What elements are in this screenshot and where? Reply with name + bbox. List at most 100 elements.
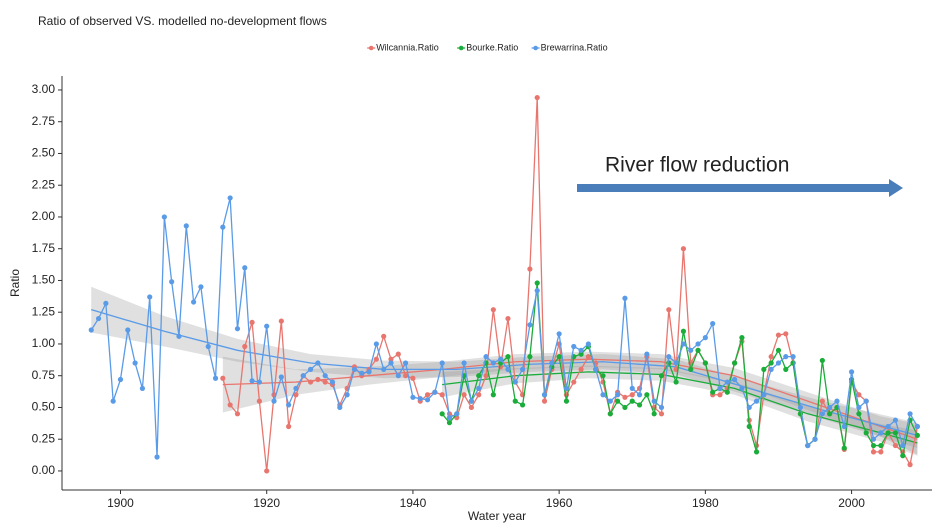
- data-point: [688, 347, 694, 353]
- data-point: [907, 462, 913, 468]
- data-point: [198, 284, 204, 290]
- y-tick-label: 2.25: [32, 177, 56, 191]
- arrow-head: [889, 179, 903, 197]
- x-tick-label: 1960: [546, 496, 573, 510]
- data-point: [483, 373, 489, 379]
- data-point: [366, 369, 372, 375]
- x-tick-label: 1980: [692, 496, 719, 510]
- data-point: [212, 375, 219, 381]
- data-point: [264, 468, 270, 474]
- data-point: [234, 411, 241, 417]
- data-point: [242, 343, 248, 350]
- data-point: [768, 366, 774, 372]
- data-point: [724, 379, 730, 385]
- y-tick-label: 1.50: [32, 273, 56, 287]
- data-point: [373, 356, 379, 362]
- data-point: [293, 392, 299, 398]
- data-point: [812, 436, 818, 442]
- data-point: [819, 398, 825, 404]
- legend-swatch: [368, 45, 374, 51]
- y-tick-label: 1.25: [32, 304, 56, 318]
- data-point: [914, 432, 920, 438]
- data-point: [147, 294, 153, 300]
- data-point: [563, 398, 570, 404]
- data-point: [117, 376, 124, 383]
- data-point: [892, 430, 899, 436]
- y-tick-label: 0.50: [32, 400, 56, 414]
- data-point: [556, 354, 562, 360]
- data-point: [381, 333, 387, 339]
- data-point: [556, 331, 562, 337]
- annotation: River flow reduction: [605, 154, 789, 177]
- data-point: [454, 411, 460, 417]
- legend-label: Wilcannia.Ratio: [376, 42, 439, 52]
- data-point: [629, 385, 635, 392]
- data-point: [607, 398, 613, 404]
- data-point: [476, 392, 482, 398]
- chart-title: Ratio of observed VS. modelled no-develo…: [38, 14, 327, 28]
- data-point: [636, 392, 643, 398]
- data-point: [132, 360, 138, 366]
- data-point: [571, 379, 577, 385]
- data-point: [856, 404, 862, 411]
- data-point: [169, 279, 175, 285]
- data-point: [249, 319, 255, 325]
- data-point: [914, 423, 920, 430]
- data-point: [739, 335, 745, 341]
- data-point: [658, 373, 665, 379]
- data-point: [578, 366, 584, 372]
- data-point: [88, 327, 94, 333]
- data-point: [490, 307, 496, 313]
- data-point: [381, 366, 387, 372]
- data-point: [753, 449, 760, 455]
- y-tick-label: 3.00: [32, 82, 56, 96]
- data-point: [578, 351, 584, 357]
- data-point: [505, 354, 511, 360]
- data-point: [885, 430, 891, 436]
- data-point: [498, 356, 504, 362]
- data-point: [534, 94, 540, 101]
- data-point: [439, 360, 445, 366]
- data-point: [527, 266, 533, 272]
- data-point: [702, 335, 708, 341]
- data-point: [622, 295, 628, 301]
- data-point: [607, 411, 613, 417]
- data-point: [337, 404, 343, 411]
- data-point: [622, 394, 628, 400]
- y-tick-label: 1.75: [32, 241, 56, 255]
- data-point: [834, 398, 840, 404]
- data-point: [527, 322, 533, 328]
- data-point: [870, 436, 877, 442]
- data-point: [424, 392, 431, 398]
- series-line: [90, 197, 918, 458]
- data-point: [220, 375, 226, 381]
- data-point: [278, 318, 284, 324]
- y-tick-label: 0.25: [32, 431, 56, 445]
- data-point: [286, 402, 292, 408]
- data-point: [615, 398, 621, 404]
- data-point: [315, 376, 321, 383]
- data-point: [622, 404, 628, 411]
- y-tick-label: 2.50: [32, 146, 56, 160]
- data-point: [878, 442, 884, 449]
- data-point: [227, 402, 233, 408]
- data-point: [739, 385, 745, 392]
- data-point: [673, 379, 679, 385]
- arrow-shaft: [577, 184, 889, 192]
- data-point: [512, 398, 518, 404]
- data-point: [870, 442, 877, 449]
- data-point: [732, 360, 738, 366]
- data-point: [732, 376, 738, 383]
- data-point: [468, 398, 475, 404]
- x-tick-label: 2000: [838, 496, 865, 510]
- data-point: [446, 415, 453, 421]
- data-point: [322, 373, 328, 379]
- data-point: [768, 360, 774, 366]
- legend-label: Brewarrina.Ratio: [541, 42, 608, 52]
- data-point: [264, 323, 270, 329]
- data-point: [256, 398, 262, 404]
- data-point: [710, 389, 716, 395]
- data-point: [307, 366, 314, 372]
- data-point: [300, 373, 306, 379]
